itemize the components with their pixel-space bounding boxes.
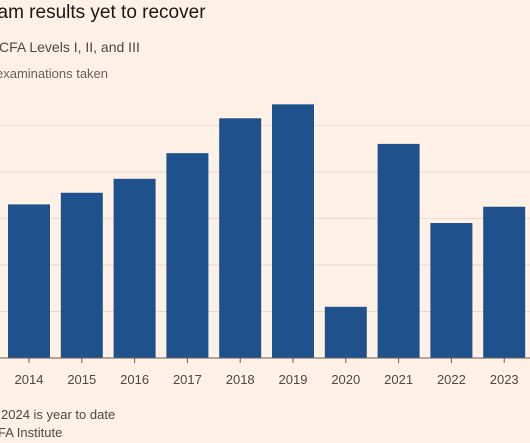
- bar-chart: 2014 2015 2016 2017 2018 2019 2020 2021 2022 2023: [0, 104, 530, 387]
- x-tick-label: 2019: [279, 372, 308, 387]
- chart-title: xam results yet to recover: [0, 2, 206, 23]
- y-axis-units-label: examinations taken: [0, 66, 109, 81]
- source-note: FA Institute: [0, 425, 63, 440]
- bar-2015: [60, 192, 103, 358]
- x-tick-label: 2015: [67, 372, 96, 387]
- x-tick-label: 2014: [15, 372, 44, 387]
- footnote: 2024 is year to date: [1, 407, 116, 422]
- bar-2023: [483, 206, 526, 358]
- x-tick-label: 2023: [490, 372, 519, 387]
- x-axis: 2014 2015 2016 2017 2018 2019 2020 2021 2022 2023: [0, 357, 530, 387]
- bar-2016: [113, 178, 156, 358]
- x-tick-label: 2018: [226, 372, 255, 387]
- bar-2018: [219, 118, 262, 358]
- x-tick-label: 2017: [173, 372, 202, 387]
- bar-2017: [166, 153, 209, 358]
- bar-2019: [272, 104, 314, 358]
- bar-2021: [377, 143, 420, 358]
- x-tick-label: 2021: [384, 372, 413, 387]
- x-tick-label: 2020: [331, 372, 360, 387]
- x-tick-label: 2022: [437, 372, 466, 387]
- bar-2014: [8, 204, 50, 358]
- x-tick-label: 2016: [120, 372, 149, 387]
- chart-subtitle: CFA Levels I, II, and III: [0, 39, 140, 55]
- bars: [8, 104, 526, 358]
- bar-2022: [430, 223, 473, 358]
- bar-2020: [324, 306, 367, 358]
